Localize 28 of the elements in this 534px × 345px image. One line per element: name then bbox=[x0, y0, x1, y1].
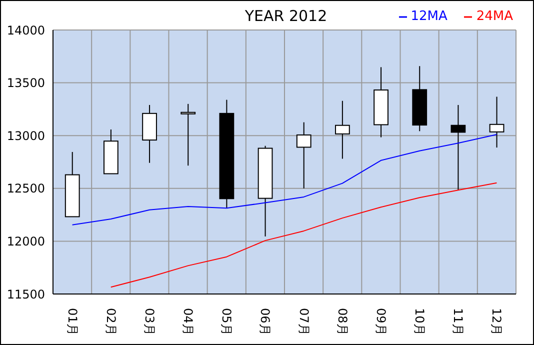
x-tick-label: 09月 bbox=[374, 308, 388, 336]
y-tick-label: 13500 bbox=[6, 76, 45, 90]
x-tick-label: 02月 bbox=[104, 308, 118, 336]
line-series bbox=[72, 134, 498, 226]
y-tick-label: 13000 bbox=[6, 128, 45, 143]
x-tick-label: 05月 bbox=[220, 308, 234, 336]
y-tick-label: 12000 bbox=[6, 234, 45, 248]
x-tick-label: 11月 bbox=[451, 308, 466, 336]
candlestick bbox=[180, 103, 196, 166]
x-tick-label: 12月 bbox=[490, 308, 504, 336]
x-tick-label: 06月 bbox=[258, 308, 272, 336]
y-tick-label: 11500 bbox=[6, 287, 45, 302]
x-tick-label: 07月 bbox=[296, 308, 311, 336]
candlestick bbox=[450, 104, 466, 191]
legend-label: 24MA bbox=[475, 9, 513, 24]
y-tick-label: 14000 bbox=[6, 23, 45, 38]
chart-title: YEAR 2012 bbox=[244, 7, 328, 25]
y-tick-label: 12500 bbox=[6, 182, 45, 196]
candlestick bbox=[489, 96, 504, 148]
x-tick-label: 10月 bbox=[412, 308, 427, 336]
x-tick-label: 08月 bbox=[335, 308, 350, 336]
x-tick-label: 03月 bbox=[142, 308, 156, 336]
x-tick-label: 01月 bbox=[65, 308, 80, 336]
candlestick bbox=[296, 122, 312, 189]
candlestick bbox=[335, 100, 350, 160]
line-series bbox=[110, 182, 498, 288]
legend-label: 12MA bbox=[410, 9, 448, 24]
x-tick-label: 04月 bbox=[181, 308, 196, 336]
